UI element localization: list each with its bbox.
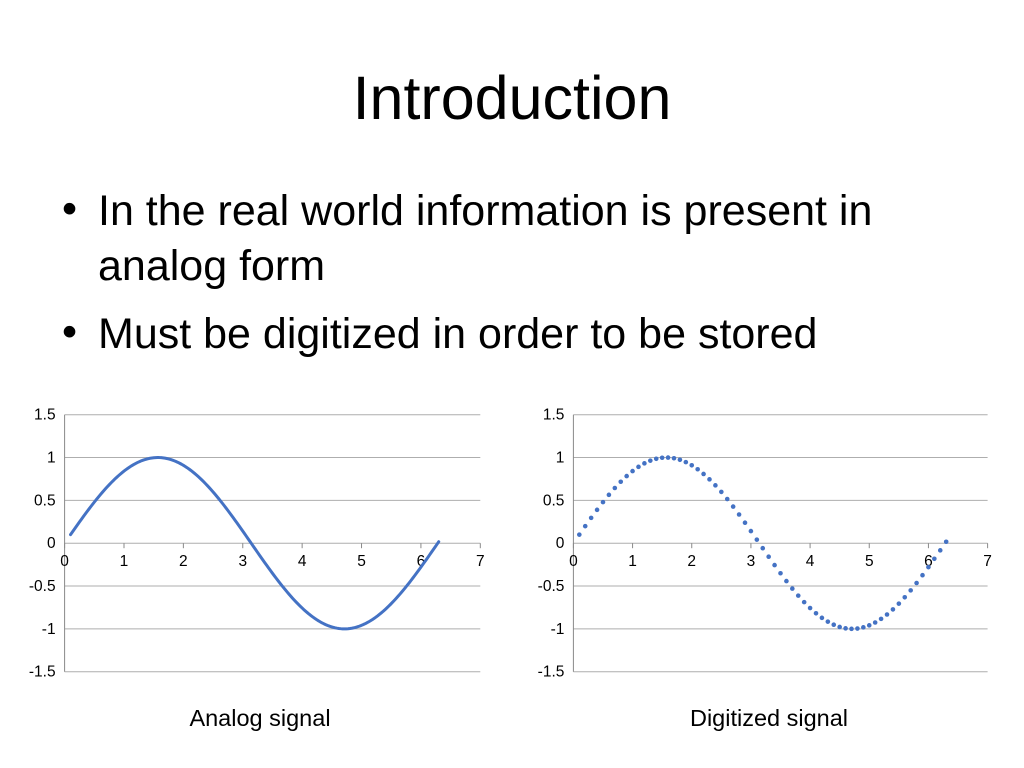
svg-text:Analog signal: Analog signal [189, 705, 330, 731]
svg-text:3: 3 [238, 553, 247, 570]
svg-text:1.5: 1.5 [543, 407, 565, 424]
svg-text:-1: -1 [42, 621, 56, 638]
svg-text:0: 0 [60, 553, 69, 570]
svg-text:-0.5: -0.5 [538, 578, 565, 595]
svg-text:-0.5: -0.5 [29, 578, 56, 595]
svg-text:5: 5 [865, 553, 874, 570]
svg-text:7: 7 [983, 553, 992, 570]
svg-text:-1.5: -1.5 [29, 664, 56, 681]
svg-text:Digitized signal: Digitized signal [690, 705, 848, 731]
svg-text:0.5: 0.5 [543, 492, 565, 509]
svg-text:2: 2 [687, 553, 696, 570]
svg-text:4: 4 [298, 553, 307, 570]
svg-text:0: 0 [47, 535, 56, 552]
svg-text:0: 0 [556, 535, 565, 552]
svg-text:5: 5 [357, 553, 366, 570]
svg-text:2: 2 [179, 553, 188, 570]
svg-text:1.5: 1.5 [34, 407, 56, 424]
svg-text:4: 4 [806, 553, 815, 570]
svg-text:1: 1 [556, 450, 565, 467]
svg-text:0.5: 0.5 [34, 492, 56, 509]
svg-text:1: 1 [628, 553, 637, 570]
svg-text:1: 1 [120, 553, 129, 570]
svg-text:0: 0 [569, 553, 578, 570]
svg-text:1: 1 [47, 450, 56, 467]
svg-text:3: 3 [747, 553, 756, 570]
svg-text:-1: -1 [551, 621, 565, 638]
svg-text:7: 7 [476, 553, 485, 570]
svg-text:-1.5: -1.5 [538, 664, 565, 681]
